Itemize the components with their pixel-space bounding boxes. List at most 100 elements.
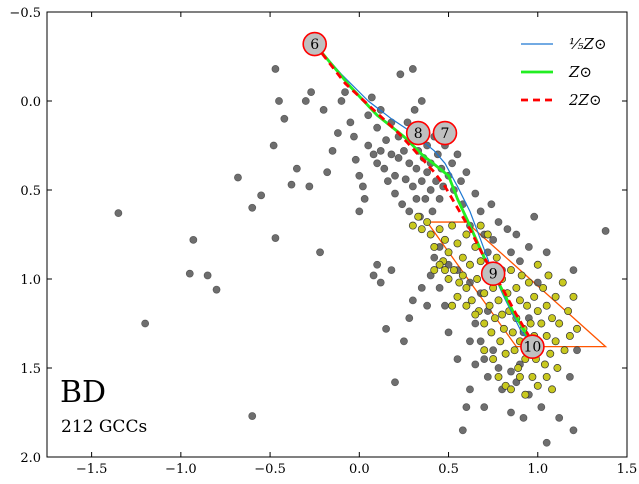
gcc-point-yellow: [524, 278, 533, 287]
gcc-point-dark: [483, 372, 492, 381]
gcc-point-dark: [305, 182, 314, 191]
gcc-point-dark: [400, 146, 408, 155]
gcc-point-yellow: [480, 289, 489, 298]
gcc-point-dark: [441, 301, 449, 310]
gcc-point-dark: [462, 403, 471, 412]
gcc-point-dark: [367, 93, 376, 102]
age-marker-circle: [302, 31, 327, 57]
gcc-point-dark: [292, 164, 301, 173]
gcc-point-yellow: [507, 385, 515, 394]
gcc-point-dark: [373, 260, 382, 269]
x-tick-label: −1.5: [76, 462, 108, 477]
gcc-point-dark: [323, 168, 332, 177]
gcc-point-dark: [408, 296, 417, 305]
gcc-point-yellow: [471, 310, 480, 319]
gcc-point-yellow: [515, 296, 524, 305]
gcc-point-dark: [358, 182, 367, 191]
gcc-point-dark: [185, 269, 194, 278]
gcc-point-yellow: [569, 292, 578, 301]
gcc-point-yellow: [441, 266, 449, 275]
gcc-point-yellow: [449, 266, 458, 275]
legend: ⅕Z⊙ Z⊙ 2Z⊙: [521, 35, 607, 109]
gcc-point-dark: [489, 235, 498, 244]
gcc-point-yellow: [542, 301, 551, 310]
gcc-point-dark: [408, 65, 417, 73]
y-tick-label: 1.5: [20, 362, 41, 377]
gcc-point-yellow: [512, 283, 521, 292]
gcc-point-dark: [480, 403, 489, 412]
gcc-point-dark: [189, 235, 198, 244]
gcc-point-dark: [380, 164, 389, 173]
gcc-point-yellow: [501, 381, 510, 390]
y-tick-label: 1.0: [20, 273, 41, 288]
age-marker: 9: [480, 261, 506, 286]
gcc-point-yellow: [494, 372, 503, 381]
gcc-point-dark: [466, 278, 474, 287]
age-marker-label: 8: [414, 126, 423, 142]
gcc-point-yellow: [453, 292, 462, 301]
gcc-point-yellow: [558, 278, 567, 287]
gcc-point-dark: [466, 337, 474, 346]
gcc-point-dark: [537, 403, 546, 412]
x-tick-label: −1.0: [165, 462, 197, 477]
age-marker: 6: [302, 31, 327, 57]
gcc-point-yellow: [473, 275, 482, 283]
gcc-point-dark: [257, 191, 266, 200]
legend-label: ⅕Z⊙: [569, 35, 607, 53]
gcc-point-yellow: [555, 319, 564, 328]
gcc-point-dark: [271, 65, 280, 73]
gcc-point-yellow: [458, 271, 467, 280]
gcc-point-dark: [462, 168, 471, 177]
age-marker-circle: [480, 261, 506, 286]
gcc-point-yellow: [430, 243, 439, 251]
gcc-point-dark: [542, 248, 551, 257]
gcc-point-yellow: [553, 364, 562, 372]
gcc-point-dark: [307, 88, 316, 96]
age-marker-label: 6: [310, 37, 319, 53]
gcc-point-yellow: [492, 253, 501, 262]
gcc-point-yellow: [542, 372, 551, 381]
gcc-point-yellow: [462, 283, 471, 292]
gcc-point-yellow: [423, 218, 432, 226]
gcc-point-dark: [376, 146, 385, 155]
gcc-point-dark: [269, 141, 278, 150]
gcc-point-yellow: [467, 296, 476, 305]
y-tick-label: −0.5: [9, 6, 41, 21]
gcc-point-dark: [333, 129, 342, 137]
gcc-point-yellow: [435, 260, 444, 269]
gcc-point-dark: [387, 150, 396, 159]
gcc-point-yellow: [435, 225, 444, 234]
gcc-point-yellow: [507, 266, 515, 275]
gcc-point-yellow: [573, 324, 581, 333]
gcc-point-dark: [391, 378, 399, 387]
gcc-point-yellow: [544, 271, 553, 280]
gcc-point-dark: [524, 243, 533, 251]
gcc-point-yellow: [485, 301, 494, 310]
gcc-point-dark: [426, 186, 435, 194]
gcc-point-dark: [435, 194, 444, 203]
gcc-point-dark: [350, 132, 358, 141]
gcc-point-yellow: [489, 355, 498, 364]
x-tick-label: 0.5: [438, 462, 459, 477]
x-tick-label: 1.0: [527, 462, 548, 477]
gcc-point-dark: [394, 154, 403, 162]
gcc-point-dark: [410, 106, 419, 114]
gcc-point-yellow: [517, 271, 526, 280]
age-marker: 8: [405, 120, 431, 146]
gcc-point-yellow: [551, 292, 560, 301]
gcc-point-dark: [391, 189, 399, 198]
gcc-point-dark: [530, 212, 539, 221]
gcc-point-dark: [275, 97, 283, 105]
gcc-point-dark: [337, 97, 346, 105]
gcc-point-dark: [423, 301, 432, 310]
gcc-point-dark: [533, 278, 542, 287]
x-tick-label: 1.5: [617, 462, 638, 477]
gcc-point-yellow: [560, 346, 569, 355]
gcc-point-dark: [516, 257, 524, 266]
gcc-point-dark: [391, 171, 399, 180]
gcc-point-yellow: [540, 360, 549, 369]
gcc-point-yellow: [533, 307, 542, 315]
gcc-point-dark: [542, 438, 551, 447]
gcc-point-yellow: [564, 307, 573, 315]
